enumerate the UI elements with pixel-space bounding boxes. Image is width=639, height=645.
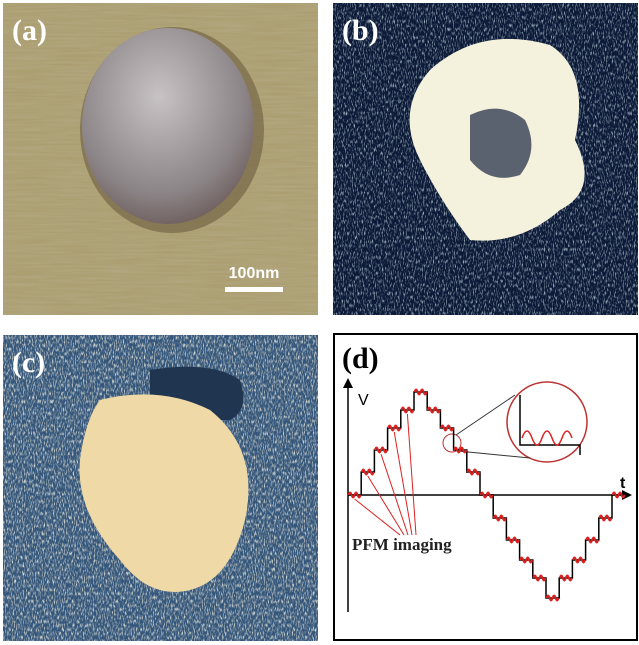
panel-label: (b): [342, 14, 379, 47]
panel-c: (c): [3, 335, 318, 641]
particle: [82, 28, 254, 224]
scale-bar: [225, 287, 283, 292]
annotation: PFM imaging: [352, 535, 452, 554]
panel-a: 100nm (a): [3, 3, 318, 315]
scale-label: 100nm: [229, 265, 280, 282]
inner-domain: [470, 109, 531, 178]
y-axis-label: V: [358, 392, 369, 409]
x-axis-label: t: [620, 475, 626, 492]
frame: [334, 334, 637, 640]
panel-d: (d) V t PFM imaging: [334, 334, 637, 640]
figure: 100nm (a) (b) (c) (d) V t PFM imaging: [0, 0, 639, 645]
panel-label: (c): [12, 346, 45, 379]
panel-label: (d): [342, 342, 379, 375]
panel-b: (b): [333, 3, 638, 315]
panel-label: (a): [12, 14, 47, 47]
